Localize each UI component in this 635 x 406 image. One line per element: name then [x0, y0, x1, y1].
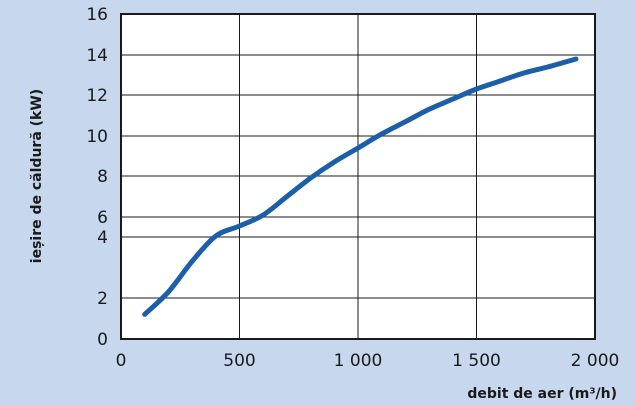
y-tick-labels: 0 2 46 8 10 12 14 16 [86, 5, 108, 350]
y-tick-label: 16 [86, 5, 108, 25]
y-tick-label: 12 [86, 86, 108, 106]
x-axis-label: debit de aer (m³/h) [467, 386, 617, 402]
series-line [142, 56, 579, 317]
grid [120, 13, 596, 340]
y-tick-label: 0 [97, 330, 108, 350]
y-tick-label: 4 [97, 228, 108, 248]
x-tick-label: 1 000 [334, 351, 383, 371]
y-tick-label: 8 [97, 167, 108, 187]
series [142, 56, 579, 317]
x-tick-label: 0 [116, 351, 127, 371]
x-tick-label: 2 000 [571, 351, 620, 371]
y-tick-label: 14 [86, 46, 108, 66]
y-axis-label: ieșire de căldură (kW) [29, 89, 45, 263]
x-tick-label: 500 [223, 351, 255, 371]
x-tick-labels: 0 500 1 000 1 500 2 000 [116, 351, 620, 371]
plot-frame [120, 13, 596, 340]
y-tick-label: 10 [86, 127, 108, 147]
y-tick-label: 2 [97, 289, 108, 309]
x-tick-label: 1 500 [452, 351, 501, 371]
y-tick-label: 6 [97, 208, 108, 228]
